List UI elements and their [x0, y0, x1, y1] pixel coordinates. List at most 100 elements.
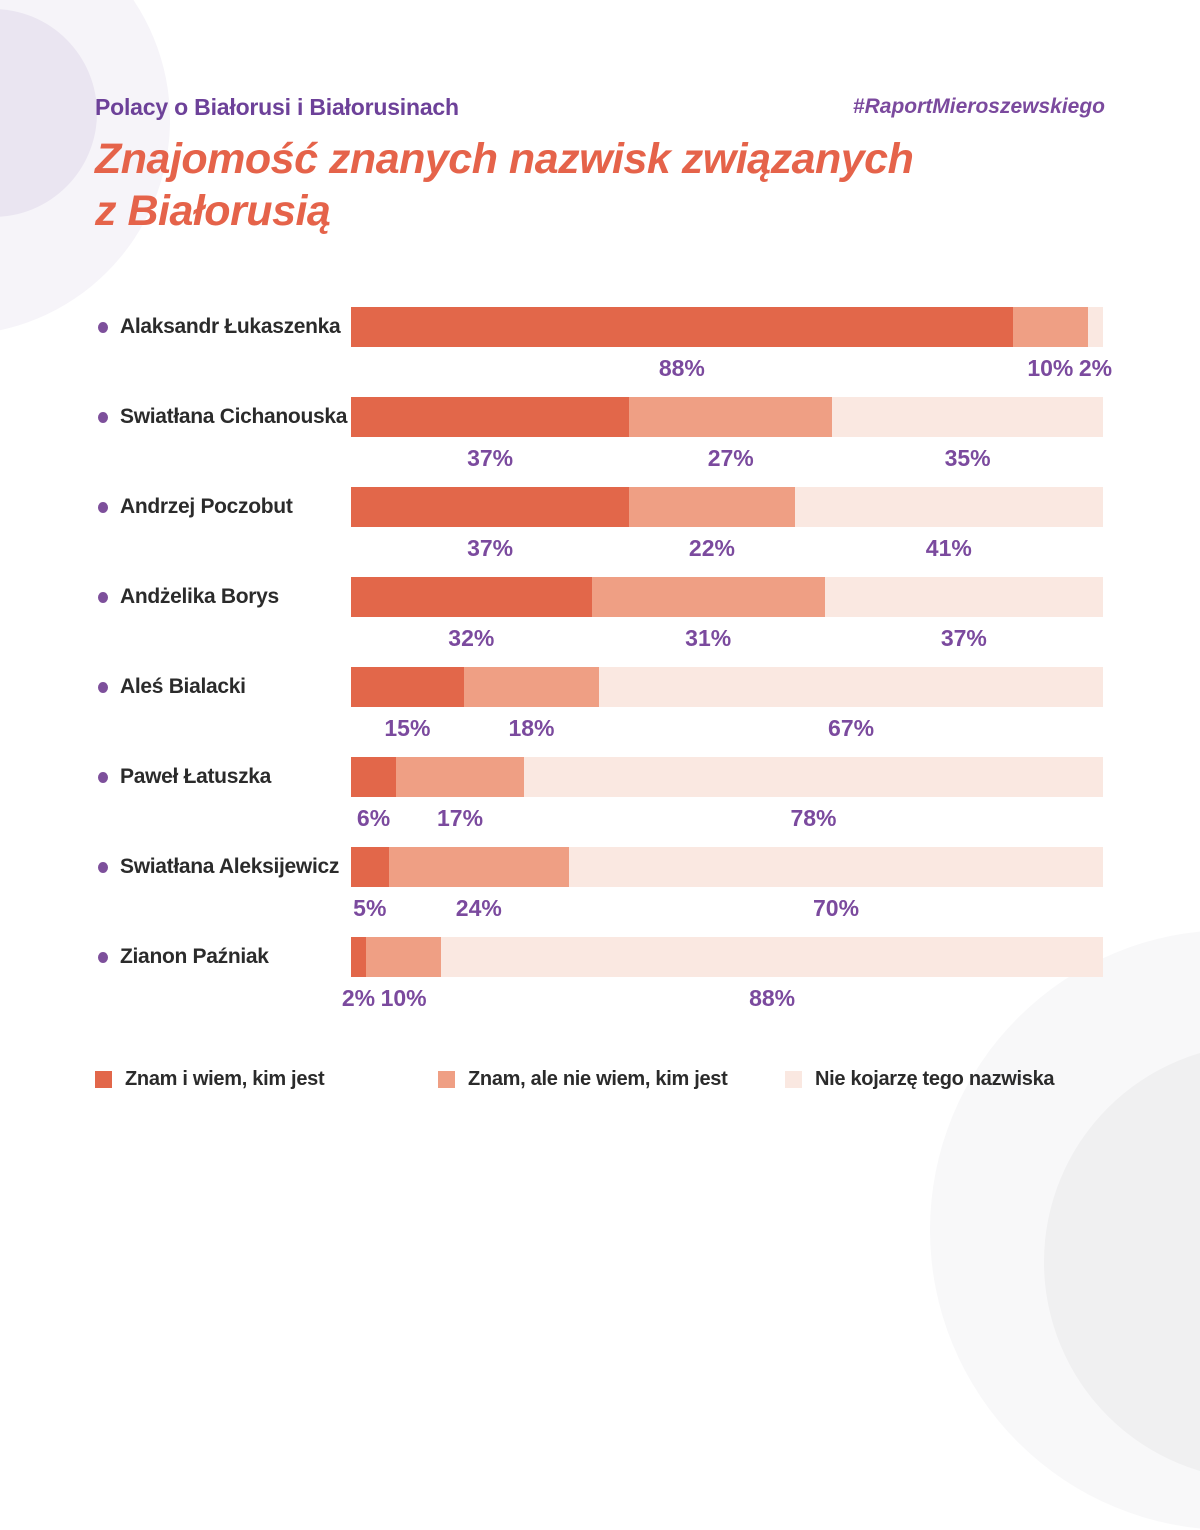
category-cell: Swiatłana Aleksijewicz: [98, 847, 351, 887]
value-label: 70%: [813, 895, 860, 921]
value-labels: 37% 27% 35%: [351, 437, 1103, 471]
bar-segment-1: [591, 577, 825, 617]
value-label: 41%: [925, 535, 972, 561]
category-cell: Andżelika Borys: [98, 577, 351, 617]
value-label: 18%: [508, 715, 555, 741]
category-label: Zianon Paźniak: [120, 945, 269, 968]
legend-label: Nie kojarzę tego nazwiska: [815, 1068, 1055, 1090]
bar-segment-0: [351, 397, 630, 437]
stacked-bar-chart: Alaksandr Łukaszenka 88% 10% 2% Swiatłana Ci…: [98, 307, 1112, 1027]
bar-track: 2% 10% 88%: [342, 937, 1103, 1011]
chart-title: Znajomość znanych nazwisk związanych z B…: [95, 135, 914, 236]
legend-label: Znam i wiem, kim jest: [125, 1068, 325, 1090]
value-label: 37%: [467, 535, 514, 561]
bar-track: 88% 10% 2%: [351, 307, 1112, 381]
bullet-icon: [98, 771, 108, 783]
bar-segment-1: [463, 667, 600, 707]
chart-row: Swiatłana Aleksijewicz 5% 24% 70%: [98, 847, 1108, 937]
category-label: Aleś Bialacki: [120, 675, 246, 698]
stacked-bar: [351, 397, 1103, 437]
category-cell: Alaksandr Łukaszenka: [98, 307, 351, 347]
bullet-icon: [98, 681, 108, 693]
chart-row: Paweł Łatuszka 6% 17% 78%: [98, 757, 1108, 847]
value-label: 27%: [707, 445, 754, 471]
legend-swatch-dont-recognize-icon: [785, 1071, 802, 1088]
legend-label: Znam, ale nie wiem, kim jest: [468, 1068, 728, 1090]
chart-row: Andrzej Poczobut 37% 22% 41%: [98, 487, 1108, 577]
value-label: 10%: [380, 985, 427, 1011]
value-label: 6%: [356, 805, 391, 831]
chart-row: Zianon Paźniak 2% 10% 88%: [98, 937, 1108, 1027]
bar-segment-0: [351, 577, 592, 617]
category-cell: Aleś Bialacki: [98, 667, 351, 707]
stacked-bar: [351, 577, 1103, 617]
bar-segment-1: [629, 487, 795, 527]
bar-track: 37% 27% 35%: [351, 397, 1103, 471]
hashtag-label: #RaportMieroszewskiego: [852, 95, 1105, 118]
bar-segment-2: [824, 577, 1103, 617]
legend-item-know-not-who: Znam, ale nie wiem, kim jest: [438, 1068, 728, 1091]
bar-track: 15% 18% 67%: [351, 667, 1103, 741]
value-labels: 2% 10% 88%: [342, 977, 1103, 1011]
bar-segment-0: [351, 757, 397, 797]
value-label: 67%: [828, 715, 875, 741]
bar-segment-2: [569, 847, 1103, 887]
chart-row: Aleś Bialacki 15% 18% 67%: [98, 667, 1108, 757]
legend-item-know-who: Znam i wiem, kim jest: [95, 1068, 325, 1091]
stacked-bar: [351, 937, 1103, 977]
category-label: Alaksandr Łukaszenka: [120, 315, 341, 338]
bar-segment-1: [366, 937, 442, 977]
value-labels: 15% 18% 67%: [351, 707, 1103, 741]
bar-segment-1: [388, 847, 570, 887]
category-label: Swiatłana Aleksijewicz: [120, 855, 340, 878]
bar-segment-1: [1012, 307, 1088, 347]
report-series-label: Polacy o Białorusi i Białorusinach: [95, 94, 459, 120]
bullet-icon: [98, 321, 108, 333]
stacked-bar: [351, 667, 1103, 707]
value-labels: 5% 24% 70%: [351, 887, 1103, 921]
stacked-bar: [351, 847, 1103, 887]
bar-segment-0: [351, 487, 630, 527]
category-cell: Andrzej Poczobut: [98, 487, 351, 527]
bullet-icon: [98, 591, 108, 603]
value-label: 24%: [455, 895, 502, 921]
value-label: 78%: [790, 805, 837, 831]
bar-segment-2: [1087, 307, 1103, 347]
value-label: 88%: [658, 355, 705, 381]
category-label: Andżelika Borys: [120, 585, 279, 608]
stacked-bar: [351, 307, 1103, 347]
value-label: 22%: [688, 535, 735, 561]
value-label: 88%: [749, 985, 796, 1011]
category-label: Paweł Łatuszka: [120, 765, 272, 788]
value-label: 37%: [467, 445, 514, 471]
category-label: Swiatłana Cichanouska: [120, 405, 348, 428]
bar-track: 32% 31% 37%: [351, 577, 1103, 651]
value-labels: 88% 10% 2%: [351, 347, 1112, 381]
bar-track: 6% 17% 78%: [351, 757, 1103, 831]
stacked-bar: [351, 487, 1103, 527]
bar-track: 5% 24% 70%: [351, 847, 1103, 921]
value-labels: 6% 17% 78%: [351, 797, 1103, 831]
bullet-icon: [98, 951, 108, 963]
value-labels: 32% 31% 37%: [351, 617, 1103, 651]
value-label: 32%: [448, 625, 495, 651]
legend-item-dont-recognize: Nie kojarzę tego nazwiska: [785, 1068, 1055, 1091]
value-label: 17%: [437, 805, 484, 831]
bullet-icon: [98, 501, 108, 513]
value-label: 15%: [384, 715, 431, 741]
bar-segment-0: [351, 667, 464, 707]
stacked-bar: [351, 757, 1103, 797]
category-cell: Zianon Paźniak: [98, 937, 351, 977]
bar-track: 37% 22% 41%: [351, 487, 1103, 561]
chart-row: Andżelika Borys 32% 31% 37%: [98, 577, 1108, 667]
category-cell: Swiatłana Cichanouska: [98, 397, 351, 437]
value-label: 2%: [1078, 355, 1113, 381]
bullet-icon: [98, 861, 108, 873]
legend-swatch-know-who-icon: [95, 1071, 112, 1088]
bar-segment-2: [599, 667, 1103, 707]
bar-segment-2: [523, 757, 1103, 797]
bar-segment-2: [832, 397, 1103, 437]
value-label: 37%: [940, 625, 987, 651]
bar-segment-0: [351, 847, 389, 887]
bullet-icon: [98, 411, 108, 423]
